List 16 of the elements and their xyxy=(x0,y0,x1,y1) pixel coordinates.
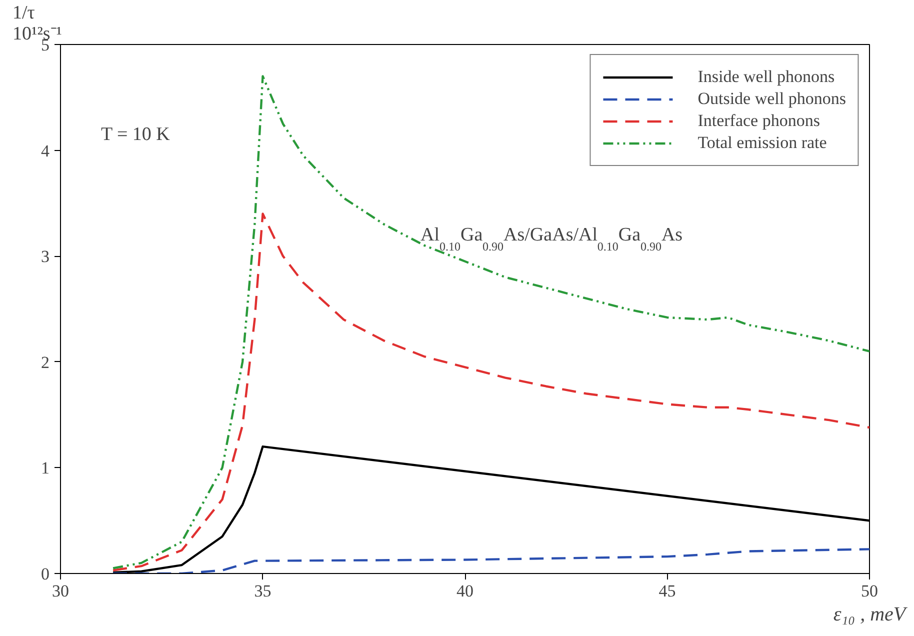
y-tick-label: 1 xyxy=(41,458,50,478)
x-axis-title: ε₁₀ , meV xyxy=(833,604,908,626)
x-tick-label: 50 xyxy=(861,582,878,600)
y-tick-label: 4 xyxy=(41,141,50,160)
y-tick-label: 2 xyxy=(41,352,50,372)
legend-label: Inside well phonons xyxy=(698,67,835,87)
y-tick-label: 0 xyxy=(41,564,50,584)
annotation: T = 10 K xyxy=(100,124,170,146)
x-tick-label: 40 xyxy=(456,582,474,600)
x-tick-label: 35 xyxy=(254,582,272,600)
x-tick-label: 30 xyxy=(52,582,69,600)
y-tick-label: 3 xyxy=(41,247,50,266)
legend-label: Total emission rate xyxy=(698,133,827,153)
legend-label: Interface phonons xyxy=(698,111,820,131)
legend-label: Outside well phonons xyxy=(698,89,846,109)
x-tick-label: 45 xyxy=(658,582,676,600)
